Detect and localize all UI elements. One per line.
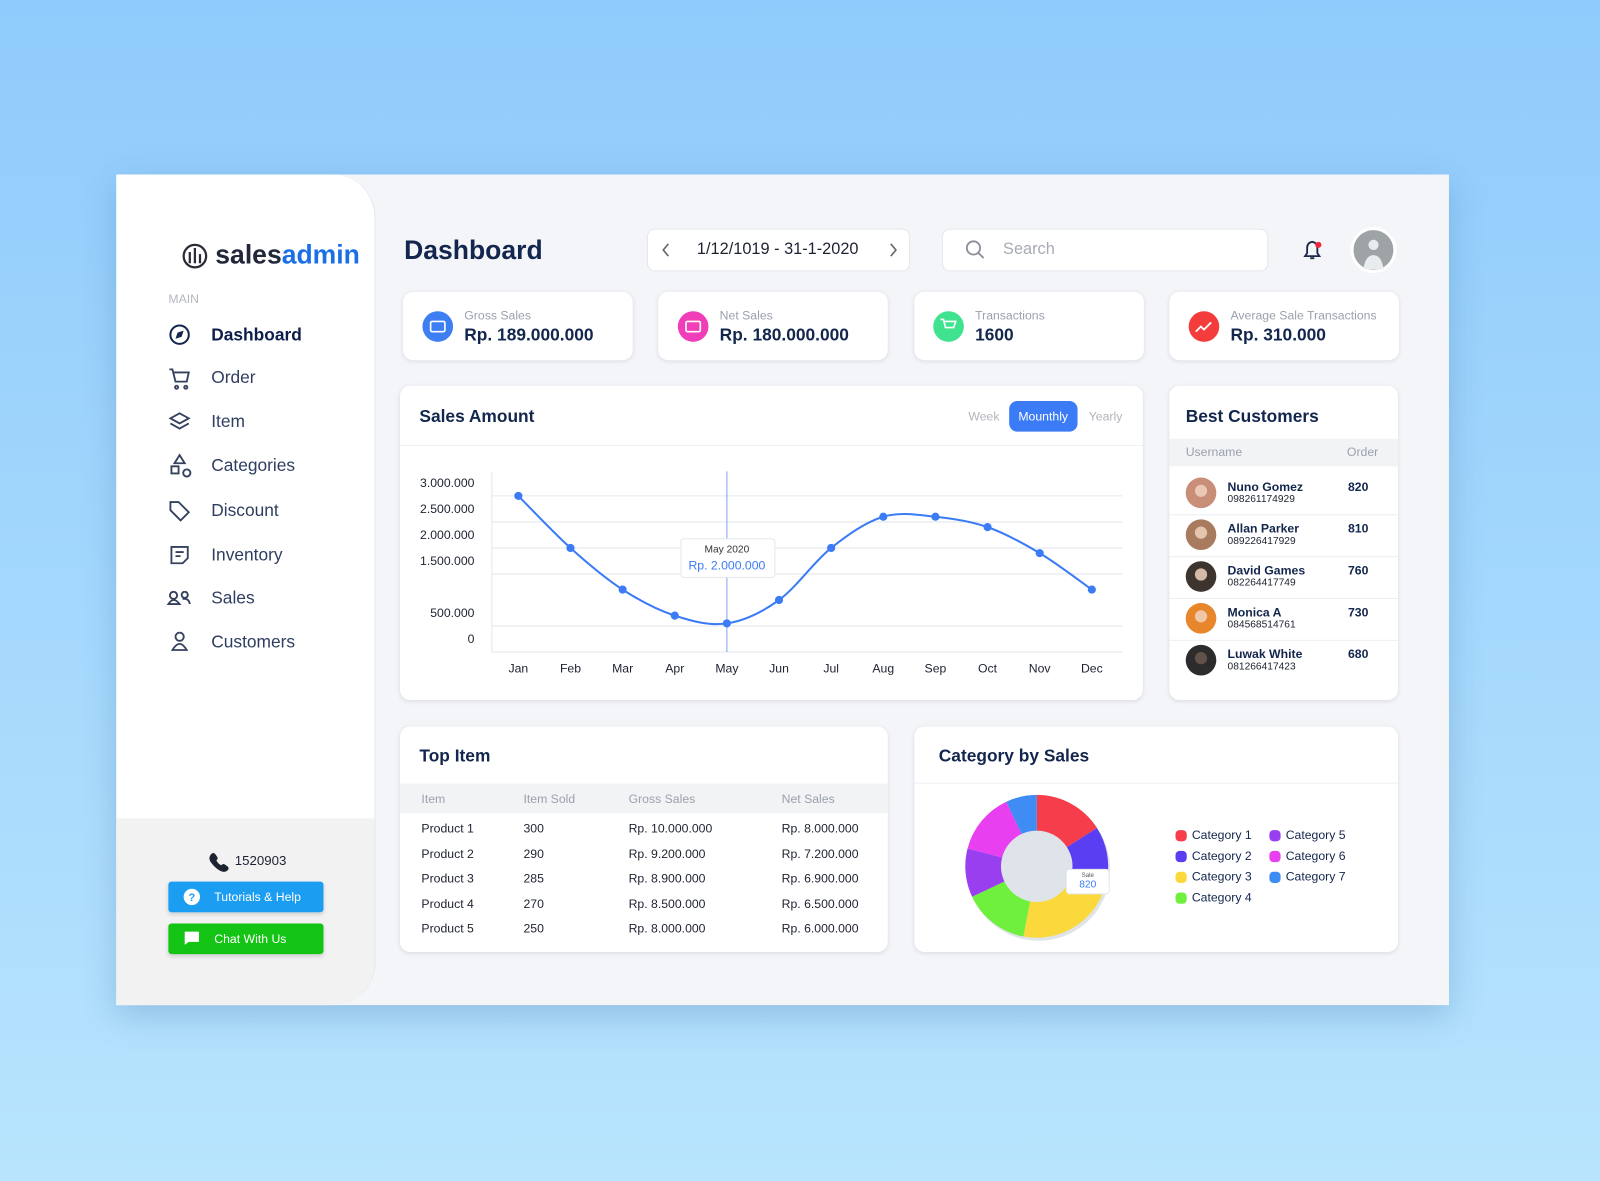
row-divider [1169, 639, 1398, 641]
period-tab[interactable]: Mounthly [1018, 409, 1069, 424]
menu-item[interactable]: Dashboard [211, 324, 302, 345]
stat-card [913, 291, 1144, 361]
phone-number: 1520903 [234, 852, 287, 868]
card-title: Best Customers [1185, 406, 1319, 427]
customer-order: 730 [1347, 605, 1369, 620]
table-cell: Rp. 8.000.000 [628, 921, 706, 936]
customer-order: 820 [1347, 479, 1369, 494]
customer-phone: 082264417749 [1227, 577, 1296, 589]
card-divider [914, 782, 1398, 784]
top-item-card [399, 726, 888, 953]
date-picker[interactable] [646, 228, 911, 272]
date-range: 1/12/1019 - 31-1-2020 [696, 240, 859, 259]
row-divider [1169, 514, 1398, 516]
search-placeholder: Search [1003, 240, 1055, 259]
table-cell: 270 [523, 896, 544, 911]
column-header: Net Sales [781, 791, 835, 807]
table-cell: Rp. 9.200.000 [628, 846, 706, 861]
table-cell: 300 [523, 821, 544, 836]
menu-item[interactable]: Inventory [211, 545, 283, 565]
customer-name: David Games [1227, 563, 1306, 578]
brand-first: sales [215, 238, 282, 270]
table-cell: Product 3 [421, 871, 474, 886]
menu-item[interactable]: Customers [211, 632, 296, 652]
table-cell: Rp. 6.500.000 [781, 896, 859, 911]
card-title: Category by Sales [938, 746, 1090, 766]
sidebar-button-label: Chat With Us [214, 931, 287, 946]
customer-phone: 089226417929 [1227, 535, 1296, 547]
column-header: Order [1346, 444, 1379, 460]
customer-order: 810 [1347, 521, 1369, 536]
menu-item[interactable]: Order [211, 367, 256, 388]
column-header: Gross Sales [628, 791, 696, 807]
page-title: Dashboard [404, 234, 543, 266]
customer-order: 760 [1347, 563, 1369, 578]
table-cell: Product 5 [421, 921, 474, 936]
table-cell: Product 2 [421, 846, 474, 861]
column-header: Item [421, 791, 446, 807]
period-tab[interactable]: Yearly [1088, 409, 1123, 424]
customer-name: Luwak White [1227, 646, 1303, 662]
period-tab[interactable]: Week [968, 409, 1000, 424]
stat-value: Rp. 189.000.000 [464, 324, 594, 345]
menu-section: MAIN [168, 291, 199, 307]
menu-item[interactable]: Categories [211, 455, 296, 475]
table-cell: Rp. 6.900.000 [781, 871, 859, 886]
table-cell: 285 [523, 871, 544, 886]
table-header-bg [399, 783, 888, 814]
sidebar [116, 174, 376, 1006]
customer-name: Allan Parker [1227, 521, 1300, 536]
menu-item[interactable]: Item [211, 411, 245, 432]
table-cell: 290 [523, 846, 544, 861]
chart-title: Sales Amount [419, 406, 535, 427]
sidebar-button-label: Tutorials & Help [214, 889, 301, 905]
stat-value: Rp. 180.000.000 [719, 324, 849, 345]
column-header: Item Sold [523, 791, 576, 807]
customer-name: Nuno Gomez [1227, 479, 1304, 494]
table-cell: Rp. 6.000.000 [781, 921, 859, 936]
sales-card [399, 385, 1143, 700]
tab-pill[interactable] [1009, 401, 1078, 432]
customer-phone: 098261174929 [1227, 493, 1295, 506]
stat-label: Transactions [975, 308, 1045, 323]
table-cell: Rp. 10.000.000 [628, 821, 713, 836]
table-cell: Product 1 [421, 821, 474, 836]
customer-order: 680 [1347, 646, 1369, 662]
menu-item[interactable]: Discount [211, 500, 279, 520]
row-divider [1169, 556, 1398, 558]
brand-second: admin [281, 238, 360, 270]
menu-item[interactable]: Sales [211, 588, 255, 608]
customer-phone: 081266417423 [1227, 661, 1296, 673]
customer-name: Monica A [1227, 605, 1282, 620]
card-title: Top Item [419, 746, 491, 766]
column-header: Username [1185, 444, 1243, 460]
row-divider [1169, 597, 1398, 599]
table-cell: Rp. 8.900.000 [628, 871, 706, 886]
table-cell: Product 4 [421, 896, 474, 911]
table-cell: Rp. 7.200.000 [781, 846, 859, 861]
stat-label: Gross Sales [464, 308, 531, 323]
stat-label: Net Sales [719, 308, 773, 323]
stat-value: Rp. 310.000 [1230, 324, 1326, 345]
table-header-bg [1169, 438, 1398, 467]
card-divider [399, 444, 1143, 446]
search-box[interactable] [941, 228, 1269, 272]
table-cell: Rp. 8.000.000 [781, 821, 859, 836]
table-cell: Rp. 8.500.000 [628, 896, 706, 911]
brand: salesadmin [215, 241, 360, 268]
table-cell: 250 [523, 921, 544, 936]
stat-label: Average Sale Transactions [1230, 308, 1377, 323]
stat-value: 1600 [975, 324, 1014, 345]
customer-phone: 084568514761 [1227, 619, 1296, 631]
